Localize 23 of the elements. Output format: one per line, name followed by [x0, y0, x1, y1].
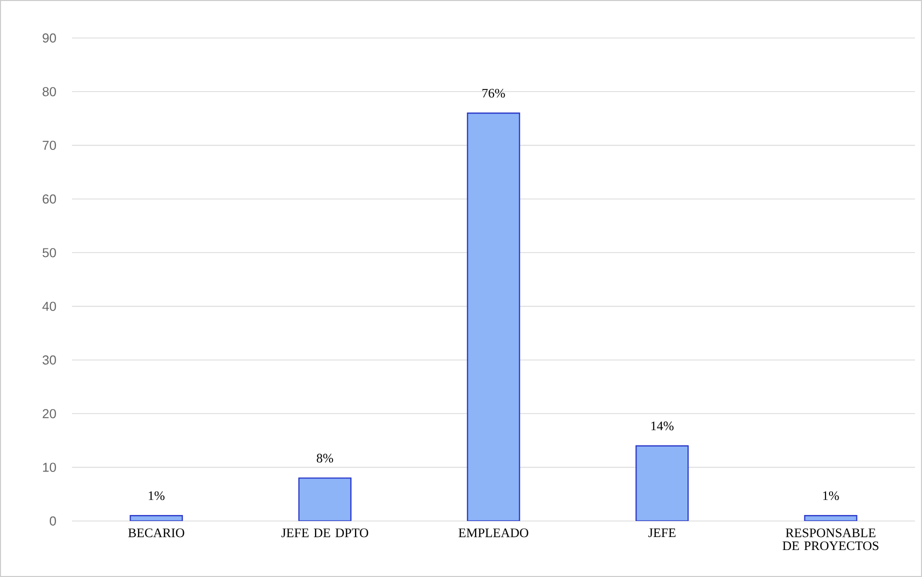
y-tick-label: 30 [42, 355, 56, 365]
y-tick-label: 90 [42, 33, 56, 43]
y-tick-label: 60 [42, 194, 56, 204]
y-tick-label: 70 [42, 140, 56, 150]
data-label: 14% [651, 422, 674, 430]
y-tick-label: 80 [42, 87, 56, 96]
data-label: 8% [316, 454, 334, 463]
x-tick-label: BECARIO [128, 528, 184, 538]
y-tick-label: 0 [50, 516, 56, 526]
bar [298, 477, 352, 521]
data-label: 1% [148, 491, 164, 500]
x-tick-label: JEFE [648, 528, 676, 538]
bar [636, 445, 689, 521]
x-tick-label: EMPLEADO [458, 528, 528, 538]
data-label: 76% [482, 88, 505, 98]
y-tick-label: 50 [42, 248, 56, 258]
y-tick-label: 20 [42, 409, 56, 418]
y-tick-label: 40 [42, 302, 56, 311]
data-label: 1% [823, 491, 839, 500]
bar [466, 112, 520, 521]
x-tick-label: RESPONSABLE DE PROYECTOS [782, 528, 878, 550]
x-tick-label: JEFE DE DPTO [281, 528, 368, 538]
y-tick-label: 10 [43, 462, 56, 472]
